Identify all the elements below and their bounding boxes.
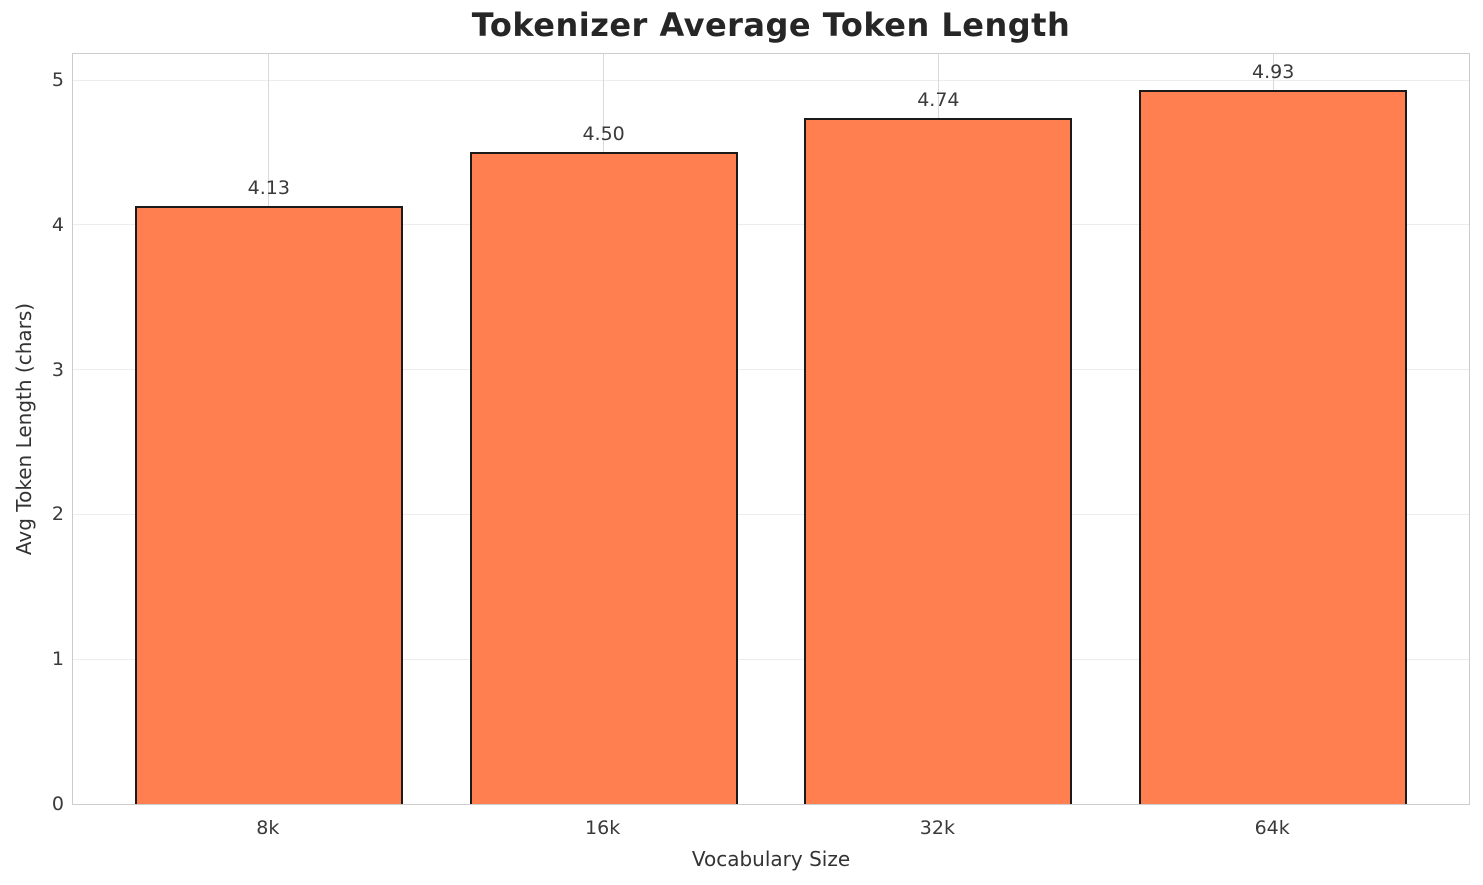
bar-value-label: 4.13 — [247, 177, 290, 200]
bar-value-label: 4.74 — [917, 88, 960, 111]
bar-64k — [1139, 90, 1408, 804]
bar-32k — [804, 117, 1073, 804]
y-axis-label: Avg Token Length (chars) — [12, 302, 36, 556]
gridline-horizontal — [73, 79, 1469, 81]
bar-8k — [134, 206, 403, 804]
bar-value-label: 4.93 — [1252, 61, 1295, 84]
gridline-horizontal — [73, 224, 1469, 226]
y-tick-label: 0 — [51, 793, 64, 815]
gridline-horizontal — [73, 658, 1469, 660]
y-tick-label: 2 — [51, 503, 64, 526]
bar-16k — [469, 152, 738, 804]
y-tick-label: 5 — [51, 69, 64, 92]
bar-value-label: 4.50 — [582, 123, 625, 146]
x-tick-label: 8k — [256, 817, 280, 839]
y-tick-label: 3 — [51, 358, 64, 381]
x-axis-label: Vocabulary Size — [691, 847, 851, 871]
gridline-horizontal — [73, 513, 1469, 515]
x-tick-label: 32k — [919, 817, 955, 839]
plot-area: 4.13 4.50 4.74 4.93 — [72, 53, 1470, 805]
y-tick-label: 4 — [51, 213, 64, 236]
y-tick-label: 1 — [51, 648, 64, 671]
x-tick-label: 64k — [1254, 817, 1290, 839]
gridline-horizontal — [73, 369, 1469, 371]
x-tick-label: 16k — [585, 817, 621, 839]
chart-title: Tokenizer Average Token Length — [471, 6, 1071, 44]
